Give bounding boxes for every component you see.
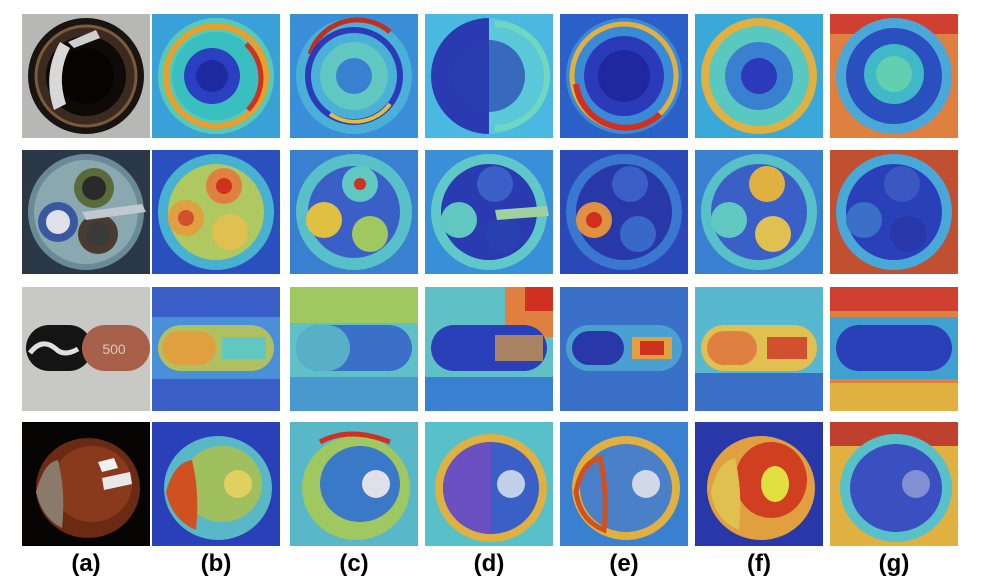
capsule-heatmap-f	[695, 287, 823, 411]
bottle-heatmap-g	[830, 14, 958, 138]
hazelnut-heatmap-e	[560, 422, 688, 546]
bottle-heatmap-d	[425, 14, 553, 138]
column-label-f: (f)	[747, 550, 771, 577]
cable-heatmap-d	[425, 150, 553, 274]
bottle-input-image	[22, 14, 150, 138]
column-label-b: (b)	[200, 550, 232, 577]
column-label-d: (d)	[473, 550, 505, 577]
bottle-heatmap-f	[695, 14, 823, 138]
column-label-c: (c)	[339, 550, 369, 577]
column-label-a: (a)	[71, 550, 101, 577]
capsule-heatmap-d	[425, 287, 553, 411]
cable-heatmap-f	[695, 150, 823, 274]
hazelnut-heatmap-g	[830, 422, 958, 546]
capsule-heatmap-g	[830, 287, 958, 411]
cable-heatmap-g	[830, 150, 958, 274]
cable-heatmap-c	[290, 150, 418, 274]
capsule-heatmap-c	[290, 287, 418, 411]
capsule-print-text: 500	[102, 341, 126, 357]
bottle-heatmap-b	[152, 14, 280, 138]
capsule-input-image: 500	[22, 287, 150, 411]
bottle-heatmap-c	[290, 14, 418, 138]
column-label-e: (e)	[609, 550, 639, 577]
capsule-heatmap-b	[152, 287, 280, 411]
hazelnut-heatmap-b	[152, 422, 280, 546]
cable-heatmap-b	[152, 150, 280, 274]
hazelnut-input-image	[22, 422, 150, 546]
bottle-heatmap-e	[560, 14, 688, 138]
capsule-heatmap-e	[560, 287, 688, 411]
hazelnut-heatmap-d	[425, 422, 553, 546]
column-label-g: (g)	[878, 550, 910, 577]
hazelnut-heatmap-f	[695, 422, 823, 546]
cable-heatmap-e	[560, 150, 688, 274]
cable-input-image	[22, 150, 150, 274]
hazelnut-heatmap-c	[290, 422, 418, 546]
